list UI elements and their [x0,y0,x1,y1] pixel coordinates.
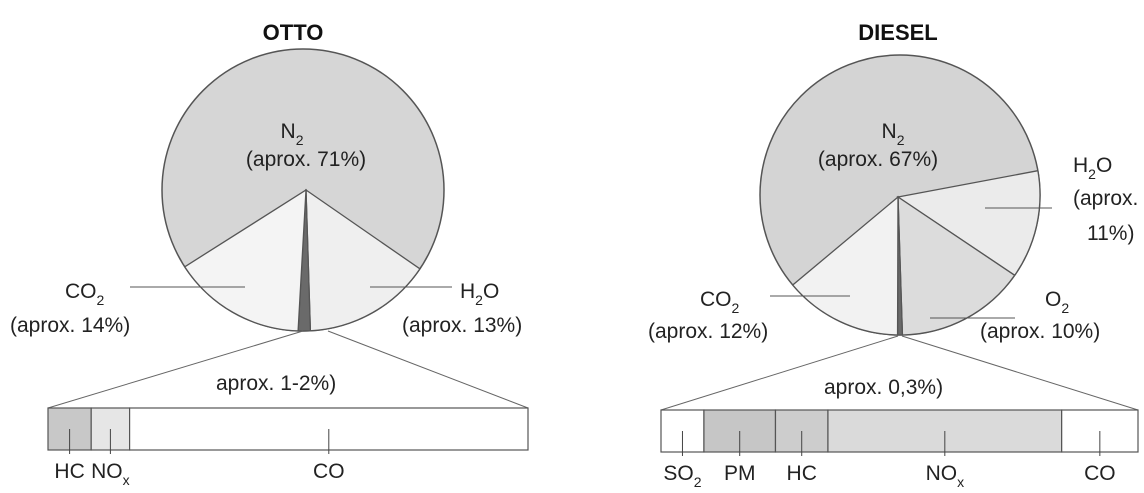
otto-co2-label: CO2 [65,280,105,308]
otto-breakdown-title: aprox. 1-2%) [216,372,336,395]
otto-chart: OTTO N2 (aprox. 71%) CO2 (aprox. 14%) H2… [10,20,529,488]
fan-line-right [327,330,529,409]
diesel-breakdown-bar: SO2 PM HC NOx CO [660,335,1139,490]
otto-n2-label: N2 [281,120,304,148]
diesel-co2-label: CO2 [700,288,740,316]
pie-slice-o2 [897,195,1016,336]
otto-title: OTTO [263,20,324,45]
otto-h2o-value: (aprox. 13%) [402,314,522,337]
pie-slice-co2 [183,188,307,332]
diesel-n2-value: (aprox. 67%) [818,148,938,171]
diesel-h2o-label: H2O [1073,154,1112,182]
otto-h2o-label: H2O [460,280,499,308]
bar-label-so2: SO2 [663,462,701,490]
fan-line-left [660,335,899,411]
diesel-h2o-value-1: (aprox. [1073,187,1138,210]
diesel-pie [759,54,1052,336]
diesel-title: DIESEL [858,20,937,45]
otto-n2-value: (aprox. 71%) [246,148,366,171]
bar-label-nox: NOx [926,462,965,490]
fan-line-right [901,335,1139,411]
fan-line-left [47,330,304,409]
pie-slice-h2o [305,188,421,332]
diesel-co2-value: (aprox. 12%) [648,320,768,343]
pie-slice-co2 [791,195,899,336]
otto-pie [130,48,452,332]
bar-label-hc: HC [54,460,84,483]
bar-label-nox: NOx [91,460,129,488]
diesel-chart: DIESEL N2 (aprox. 67%) H2O (aprox. 11%) … [648,20,1139,490]
otto-co2-value: (aprox. 14%) [10,314,130,337]
bar-label-pm: PM [724,462,756,485]
diesel-o2-value: (aprox. 10%) [980,320,1100,343]
otto-breakdown-bar: HC NOx CO [47,330,529,488]
bar-label-hc: HC [787,462,817,485]
diesel-o2-label: O2 [1045,288,1069,316]
diesel-n2-label: N2 [882,120,905,148]
diesel-breakdown-title: aprox. 0,3%) [824,376,943,399]
pie-slice-h2o [896,169,1041,277]
bar-label-co: CO [313,460,345,483]
diesel-h2o-value-2: 11%) [1087,222,1134,245]
bar-label-co: CO [1084,462,1116,485]
